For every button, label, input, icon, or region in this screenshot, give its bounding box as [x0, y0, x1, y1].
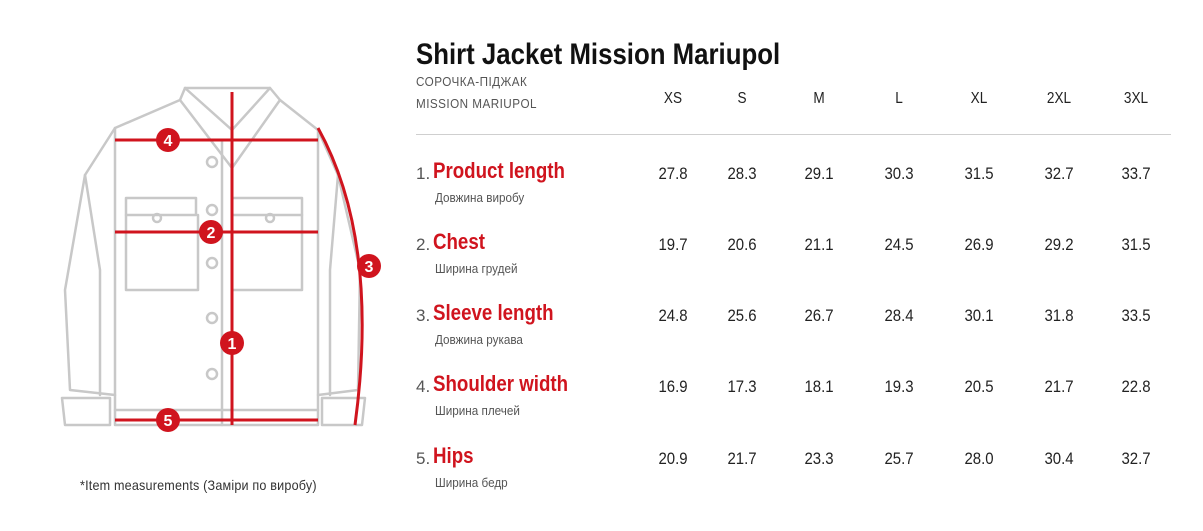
marker-1: 1 — [220, 331, 244, 355]
cell-xl: 20.5 — [964, 377, 994, 396]
cell-m: 26.7 — [804, 306, 834, 325]
marker-4: 4 — [156, 128, 180, 152]
size-header-3xl: 3XL — [1123, 90, 1149, 107]
row-number: 5. — [416, 449, 431, 468]
cell-l: 25.7 — [884, 449, 914, 468]
marker-4-label: 4 — [164, 133, 173, 150]
header-divider — [416, 134, 1171, 135]
row-label-ukrainian: Ширина бедр — [435, 475, 508, 490]
cell-l: 30.3 — [884, 164, 914, 183]
jacket-diagram: 1 2 3 4 5 — [0, 0, 420, 526]
cell-s: 20.6 — [727, 235, 757, 254]
cell-l: 24.5 — [884, 235, 914, 254]
cell-xs: 27.8 — [658, 164, 688, 183]
size-header-m: M — [813, 90, 825, 107]
page-title: Shirt Jacket Mission Mariupol — [416, 38, 781, 71]
cell-s: 25.6 — [727, 306, 757, 325]
row-label-ukrainian: Довжина рукава — [435, 332, 523, 347]
cell-m: 21.1 — [804, 235, 834, 254]
cell-xl: 26.9 — [964, 235, 994, 254]
cell-2xl: 31.8 — [1044, 306, 1074, 325]
cell-s: 17.3 — [727, 377, 757, 396]
size-header-s: S — [737, 90, 747, 107]
cell-xl: 28.0 — [964, 449, 994, 468]
row-label: Chest — [433, 229, 485, 254]
cell-m: 29.1 — [804, 164, 834, 183]
row-number: 3. — [416, 306, 431, 325]
cell-s: 28.3 — [727, 164, 757, 183]
cell-2xl: 32.7 — [1044, 164, 1074, 183]
size-header-2xl: 2XL — [1046, 90, 1072, 107]
cell-l: 19.3 — [884, 377, 914, 396]
cell-2xl: 30.4 — [1044, 449, 1074, 468]
cell-xs: 19.7 — [658, 235, 688, 254]
row-label-ukrainian: Ширина грудей — [435, 261, 518, 276]
row-label: Hips — [433, 443, 474, 468]
cell-xl: 30.1 — [964, 306, 994, 325]
marker-3-label: 3 — [365, 259, 374, 276]
cell-xs: 20.9 — [658, 449, 688, 468]
subtitle-english: MISSION MARIUPOL — [416, 96, 537, 111]
cell-m: 18.1 — [804, 377, 834, 396]
size-header-xs: XS — [663, 90, 683, 107]
cell-xs: 24.8 — [658, 306, 688, 325]
size-header-xl: XL — [970, 90, 988, 107]
cell-xs: 16.9 — [658, 377, 688, 396]
cell-3xl: 22.8 — [1121, 377, 1151, 396]
row-label-ukrainian: Ширина плечей — [435, 403, 520, 418]
size-header-l: L — [895, 90, 903, 107]
cell-3xl: 31.5 — [1121, 235, 1151, 254]
cell-3xl: 33.5 — [1121, 306, 1151, 325]
cell-m: 23.3 — [804, 449, 834, 468]
row-number: 2. — [416, 235, 431, 254]
row-number: 4. — [416, 377, 431, 396]
row-label: Shoulder width — [433, 371, 569, 396]
cell-l: 28.4 — [884, 306, 914, 325]
cell-2xl: 29.2 — [1044, 235, 1074, 254]
row-number: 1. — [416, 164, 431, 183]
cell-s: 21.7 — [727, 449, 757, 468]
marker-1-label: 1 — [228, 336, 237, 353]
subtitle-ukrainian: СОРОЧКА-ПІДЖАК — [416, 74, 528, 89]
measurement-footnote: *Item measurements (Заміри по виробу) — [80, 477, 317, 493]
cell-3xl: 32.7 — [1121, 449, 1151, 468]
marker-2-label: 2 — [207, 225, 216, 242]
cell-3xl: 33.7 — [1121, 164, 1151, 183]
cell-2xl: 21.7 — [1044, 377, 1074, 396]
cell-xl: 31.5 — [964, 164, 994, 183]
marker-5: 5 — [156, 408, 180, 432]
marker-3: 3 — [357, 254, 381, 278]
row-label-ukrainian: Довжина виробу — [435, 190, 525, 205]
marker-2: 2 — [199, 220, 223, 244]
row-label: Product length — [433, 158, 565, 183]
marker-5-label: 5 — [164, 413, 173, 430]
jacket-outline-icon: 1 2 3 4 5 — [60, 86, 381, 432]
row-label: Sleeve length — [433, 300, 554, 325]
